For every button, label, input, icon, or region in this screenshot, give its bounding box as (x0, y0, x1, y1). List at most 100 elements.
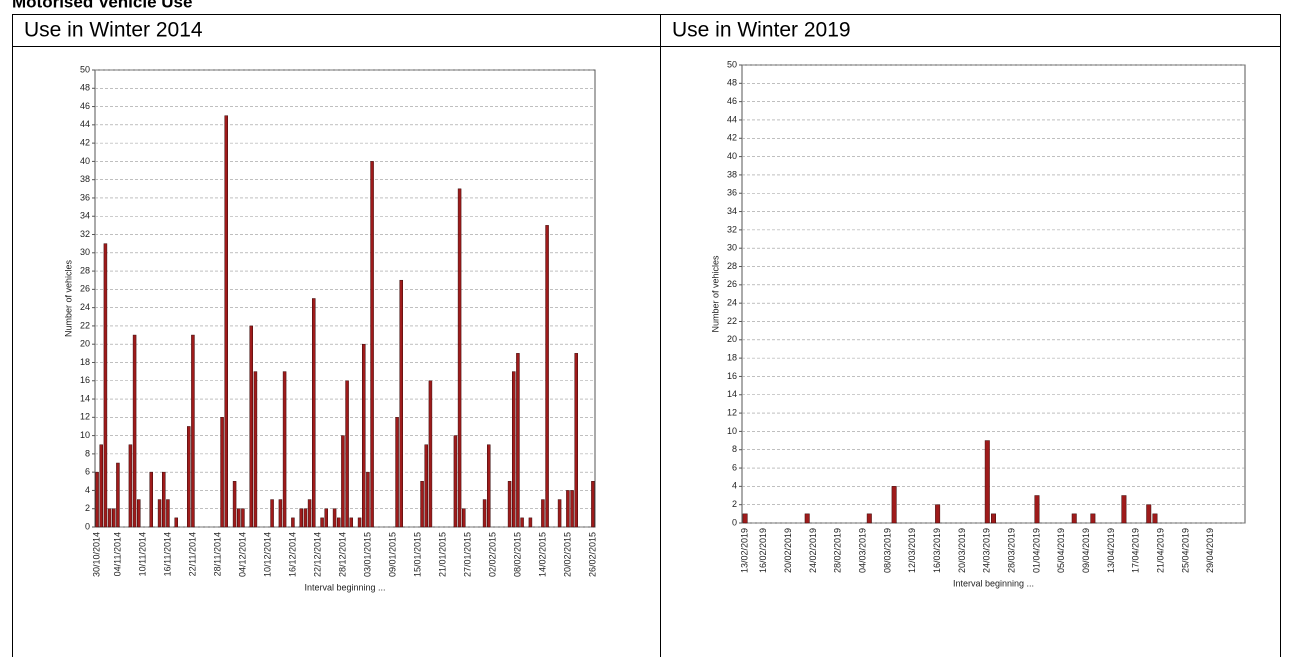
bar (312, 298, 316, 528)
column-header: Use in Winter 2019 (672, 19, 851, 42)
bar (112, 508, 116, 528)
x-tick-label: 09/01/2015 (387, 532, 397, 577)
y-tick-label: 34 (80, 211, 90, 221)
bar (137, 499, 141, 528)
x-tick-label: 30/10/2014 (91, 532, 101, 577)
bar (303, 508, 308, 528)
bar (349, 517, 353, 528)
bar (428, 380, 433, 528)
y-tick-label: 0 (85, 521, 90, 531)
bar (320, 517, 324, 528)
bar (516, 353, 520, 528)
x-axis-title: Interval beginning ... (304, 582, 385, 592)
y-tick-label: 0 (732, 517, 737, 527)
bar (99, 444, 103, 528)
bar (512, 371, 516, 528)
y-tick-label: 20 (727, 334, 737, 344)
bar (453, 435, 458, 528)
x-tick-label: 25/04/2019 (1180, 528, 1190, 573)
y-tick-label: 4 (732, 481, 737, 491)
y-tick-label: 12 (80, 412, 90, 422)
y-tick-label: 44 (80, 119, 90, 129)
y-tick-label: 6 (732, 462, 737, 472)
x-tick-label: 29/04/2019 (1205, 528, 1215, 573)
y-tick-label: 40 (727, 151, 737, 161)
x-tick-label: 08/03/2019 (882, 528, 892, 573)
bar (1034, 495, 1040, 524)
bar (520, 517, 524, 528)
bar (291, 517, 295, 528)
y-tick-label: 32 (727, 224, 737, 234)
bar (220, 417, 224, 528)
bar (1090, 513, 1096, 524)
bar (103, 243, 108, 528)
x-tick-label: 04/12/2014 (237, 532, 247, 577)
x-tick-label: 21/01/2015 (437, 532, 447, 577)
y-tick-label: 46 (727, 96, 737, 106)
bar (253, 371, 258, 528)
y-tick-label: 28 (727, 261, 737, 271)
x-tick-label: 03/01/2015 (362, 532, 372, 577)
column-header: Use in Winter 2014 (24, 19, 203, 42)
y-tick-label: 14 (80, 393, 90, 403)
y-tick-label: 42 (727, 133, 737, 143)
x-tick-label: 28/12/2014 (337, 532, 347, 577)
x-axis-title: Interval beginning ... (953, 578, 1034, 588)
y-tick-label: 32 (80, 229, 90, 239)
bar (935, 504, 941, 524)
x-tick-label: 01/04/2019 (1031, 528, 1041, 573)
bar (891, 486, 897, 524)
bar (187, 426, 191, 528)
bar (545, 225, 549, 528)
bar (399, 279, 403, 528)
x-tick-label: 02/02/2015 (487, 532, 497, 577)
y-tick-label: 46 (80, 101, 90, 111)
bar (462, 508, 466, 528)
bar (132, 334, 137, 528)
bar (332, 508, 337, 528)
plot-area (94, 69, 596, 528)
bar (357, 517, 362, 528)
x-tick-label: 10/12/2014 (262, 532, 272, 577)
bar (157, 499, 162, 528)
y-axis-title: Number of vehicles (63, 259, 73, 337)
bar (1071, 513, 1077, 524)
x-tick-label: 17/04/2019 (1131, 528, 1141, 573)
y-tick-label: 24 (80, 302, 90, 312)
y-tick-label: 48 (80, 83, 90, 93)
y-tick-label: 40 (80, 156, 90, 166)
y-tick-label: 10 (80, 430, 90, 440)
y-tick-label: 36 (80, 192, 90, 202)
bar (107, 508, 112, 528)
y-tick-label: 38 (727, 169, 737, 179)
bar (574, 353, 578, 528)
y-tick-label: 8 (732, 444, 737, 454)
bar (528, 517, 533, 528)
bar (507, 481, 512, 528)
bar (366, 471, 370, 528)
bar (991, 513, 996, 524)
y-tick-label: 30 (727, 243, 737, 253)
bar (224, 115, 228, 528)
y-tick-label: 14 (727, 389, 737, 399)
bar (149, 471, 153, 528)
x-tick-label: 16/02/2019 (758, 528, 768, 573)
bar (420, 481, 424, 528)
y-tick-label: 20 (80, 339, 90, 349)
y-tick-label: 4 (85, 485, 90, 495)
x-tick-label: 14/02/2015 (537, 532, 547, 577)
y-tick-label: 8 (85, 448, 90, 458)
bar (395, 417, 399, 528)
bar (984, 440, 990, 524)
y-tick-label: 38 (80, 174, 90, 184)
x-tick-label: 20/02/2019 (783, 528, 793, 573)
bar (557, 499, 562, 528)
y-tick-label: 50 (80, 64, 90, 74)
y-tick-label: 26 (80, 284, 90, 294)
bar (570, 490, 574, 528)
bar (1146, 504, 1152, 524)
y-tick-label: 2 (85, 503, 90, 513)
bar (282, 371, 287, 528)
y-tick-label: 48 (727, 78, 737, 88)
